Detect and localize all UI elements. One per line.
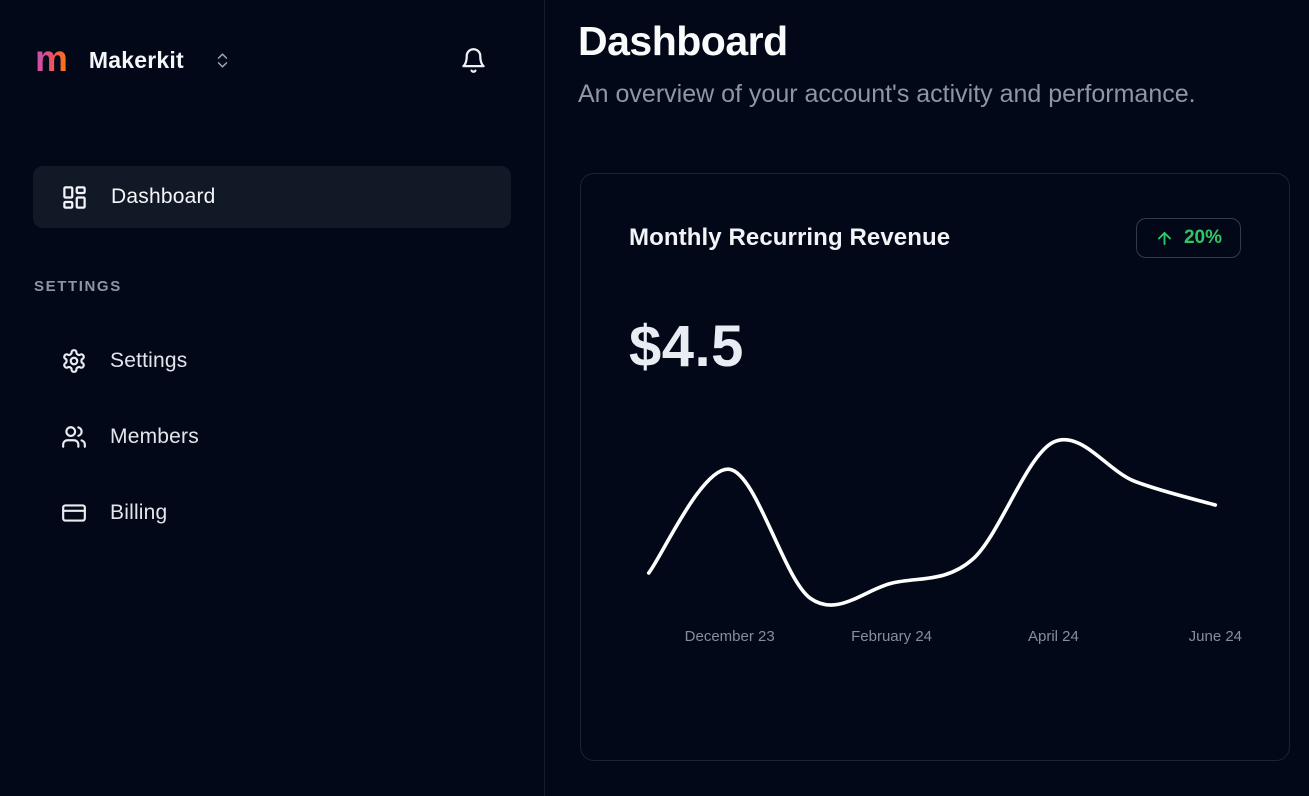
x-tick-label: June 24 bbox=[1188, 628, 1243, 645]
sidebar-item-settings[interactable]: Settings bbox=[33, 323, 511, 399]
x-tick-label: December 23 bbox=[684, 628, 775, 645]
x-tick-label: February 24 bbox=[851, 628, 932, 645]
sidebar-item-label: Dashboard bbox=[111, 185, 216, 208]
page-subtitle: An overview of your account's activity a… bbox=[578, 80, 1196, 108]
layout-dashboard-icon bbox=[61, 184, 88, 211]
mrr-card: Monthly Recurring Revenue 20% $4.5 Decem… bbox=[580, 173, 1290, 761]
chevrons-up-down-icon[interactable] bbox=[213, 51, 232, 70]
mrr-card-title: Monthly Recurring Revenue bbox=[629, 224, 951, 251]
trend-badge: 20% bbox=[1135, 218, 1241, 258]
x-axis-ticks: December 23 February 24 April 24 June 24 bbox=[629, 628, 1243, 650]
main-content: Dashboard An overview of your account's … bbox=[545, 0, 1309, 796]
chart-line bbox=[649, 440, 1216, 605]
mrr-amount: $4.5 bbox=[629, 314, 744, 379]
sidebar-item-members[interactable]: Members bbox=[33, 399, 511, 475]
sidebar-item-dashboard[interactable]: Dashboard bbox=[33, 166, 511, 228]
credit-card-icon bbox=[61, 500, 87, 526]
chart-svg bbox=[629, 422, 1241, 622]
mrr-card-header: Monthly Recurring Revenue 20% bbox=[581, 174, 1289, 258]
makerkit-logo: m bbox=[33, 40, 72, 81]
trend-value: 20% bbox=[1183, 227, 1222, 248]
gear-icon bbox=[61, 348, 87, 374]
brand-name: Makerkit bbox=[88, 46, 184, 73]
notifications-bell-icon[interactable] bbox=[460, 47, 487, 74]
sidebar-item-label: Settings bbox=[110, 349, 188, 372]
sidebar-item-label: Members bbox=[110, 425, 199, 448]
arrow-up-icon bbox=[1155, 229, 1174, 248]
mrr-line-chart bbox=[629, 422, 1241, 622]
account-selector[interactable]: m Makerkit bbox=[33, 40, 232, 81]
users-icon bbox=[61, 424, 87, 450]
settings-nav-list: Settings Members Billing bbox=[33, 323, 511, 551]
sidebar: m Makerkit Dashboard SETTIN bbox=[0, 0, 545, 796]
sidebar-item-billing[interactable]: Billing bbox=[33, 475, 511, 551]
sidebar-item-label: Billing bbox=[110, 501, 168, 524]
page-title: Dashboard bbox=[578, 18, 788, 64]
sidebar-header: m Makerkit bbox=[33, 38, 511, 82]
x-tick-label: April 24 bbox=[1028, 628, 1079, 645]
settings-section-label: SETTINGS bbox=[34, 278, 122, 295]
